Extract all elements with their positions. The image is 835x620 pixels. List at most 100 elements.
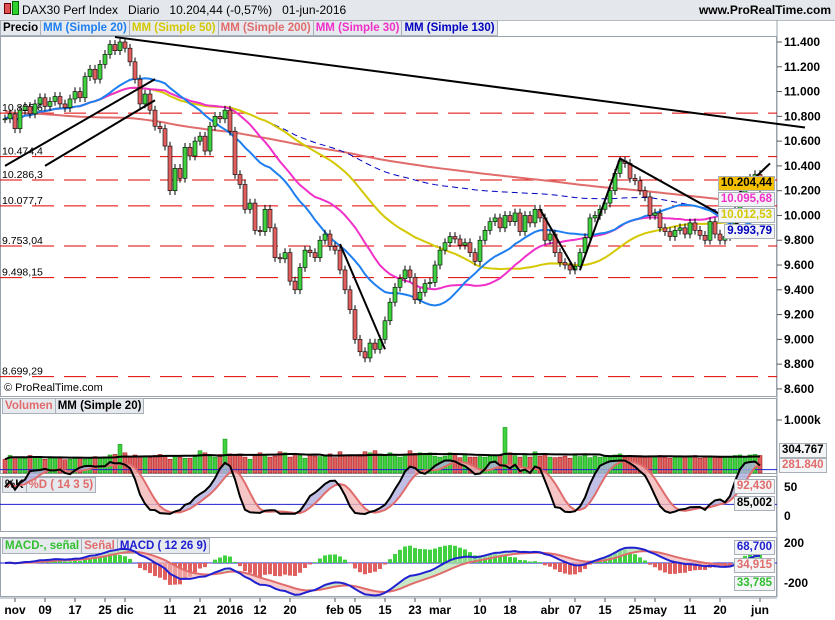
- x-tick-label: may: [643, 603, 667, 617]
- x-tick-label: 25: [628, 603, 642, 617]
- macd-histogram-bar: [268, 563, 272, 575]
- candle: [522, 215, 528, 232]
- macd-histogram-bar: [678, 563, 682, 574]
- macd-histogram-bar: [303, 563, 307, 568]
- candle: [92, 68, 98, 80]
- macd-histogram-bar: [163, 563, 167, 580]
- volume-bar: [357, 454, 363, 474]
- volume-bar: [167, 458, 173, 474]
- volume-bar: [537, 455, 543, 474]
- macd-histogram-bar: [568, 563, 572, 575]
- candle: [352, 309, 358, 340]
- legend-item[interactable]: MM (Simple 200): [217, 20, 314, 36]
- macd-histogram-bar: [58, 560, 62, 563]
- candle: [272, 227, 278, 258]
- candle: [647, 196, 653, 216]
- candle: [717, 233, 723, 241]
- volume-legend: Volumen MM (Simple 20): [2, 398, 145, 414]
- macd-histogram-bar: [263, 563, 267, 575]
- candle: [362, 351, 368, 359]
- site-link[interactable]: www.ProRealTime.com: [698, 3, 831, 17]
- candle: [22, 106, 28, 111]
- x-tick-label: 12: [253, 603, 267, 617]
- volume-bar: [177, 456, 183, 474]
- volume-bar: [377, 453, 383, 474]
- trendline: [339, 243, 386, 350]
- x-tick-label: nov: [4, 603, 26, 617]
- sma20-line: [4, 77, 761, 307]
- y-tick-label: 10.200: [784, 184, 821, 198]
- candle: [632, 177, 638, 182]
- macd-histogram-bar: [288, 563, 292, 576]
- candle: [367, 342, 373, 359]
- stochastic-fill: [560, 491, 565, 512]
- candle: [487, 221, 493, 231]
- candle: [77, 91, 83, 99]
- candle: [67, 98, 73, 108]
- legend-item[interactable]: MACD ( 12 26 9): [116, 538, 210, 554]
- last-value-label: 10.204,44: [717, 176, 775, 191]
- legend-item[interactable]: MM (Simple 20): [40, 20, 130, 36]
- candle: [312, 252, 318, 258]
- macd-histogram-bar: [538, 562, 542, 563]
- volume-bar: [17, 456, 23, 474]
- candle: [582, 237, 588, 253]
- legend-item[interactable]: %D ( 14 3 5): [25, 477, 97, 493]
- volume-bar: [577, 456, 583, 474]
- x-tick-label: 20: [283, 603, 297, 617]
- candle: [197, 135, 203, 142]
- macd-value-label: 68,700: [733, 540, 775, 555]
- macd-histogram-bar: [558, 563, 562, 573]
- macd-histogram-bar: [358, 563, 362, 573]
- macd-histogram-bar: [398, 549, 402, 563]
- volume-bar: [277, 451, 283, 474]
- macd-histogram-bar: [588, 563, 592, 565]
- x-tick-label: 09: [38, 603, 52, 617]
- legend-item[interactable]: Volumen: [2, 398, 56, 414]
- stochastic-fill: [600, 463, 605, 486]
- volume-bar: [532, 451, 538, 474]
- candle: [407, 269, 413, 278]
- macd-histogram-bar: [388, 559, 392, 563]
- stochastic-k-line: [4, 459, 761, 515]
- macd-histogram-bar: [443, 545, 447, 563]
- volume-bar: [662, 456, 668, 474]
- volume-bar: [312, 455, 318, 474]
- volume-bar: [562, 455, 568, 474]
- candle: [502, 215, 508, 229]
- title-bar: DAX30 Perf Index Diario 10.204,44 (-0,57…: [0, 0, 835, 21]
- volume-bar: [517, 456, 523, 474]
- candle: [557, 252, 563, 263]
- macd-histogram-bar: [693, 563, 697, 571]
- stochastic-fill: [150, 491, 155, 511]
- legend-item[interactable]: MM (Simple 130): [401, 20, 498, 36]
- candle: [212, 116, 218, 127]
- macd-histogram-bar: [523, 560, 527, 563]
- volume-bar: [297, 455, 303, 474]
- support-label: 8.699,29: [2, 366, 43, 378]
- y-tick-label: 10.600: [784, 134, 821, 148]
- candle: [187, 147, 193, 157]
- candle: [512, 212, 518, 222]
- macd-legend: MACD-, señal Señal MACD ( 12 26 9): [2, 538, 210, 554]
- macd-histogram-bar: [128, 558, 132, 563]
- volume-bar: [362, 451, 368, 474]
- macd-histogram-bar: [698, 563, 702, 570]
- candle: [192, 140, 198, 157]
- macd-histogram-bar: [458, 547, 462, 563]
- volume-bar: [687, 456, 693, 474]
- macd-histogram-bar: [283, 563, 287, 575]
- macd-histogram-bar: [368, 563, 372, 573]
- legend-item[interactable]: MM (Simple 20): [54, 398, 145, 414]
- volume-bar: [182, 457, 188, 474]
- legend-item[interactable]: MM (Simple 30): [312, 20, 403, 36]
- candle: [127, 47, 133, 63]
- volume-bar: [197, 450, 203, 474]
- x-tick-label: 2016: [217, 603, 244, 617]
- candle: [532, 208, 538, 224]
- candle: [297, 267, 303, 291]
- candle: [432, 264, 438, 283]
- legend-item[interactable]: MM (Simple 50): [128, 20, 219, 36]
- volume-bar: [722, 456, 728, 474]
- legend-item[interactable]: Precio: [0, 20, 42, 36]
